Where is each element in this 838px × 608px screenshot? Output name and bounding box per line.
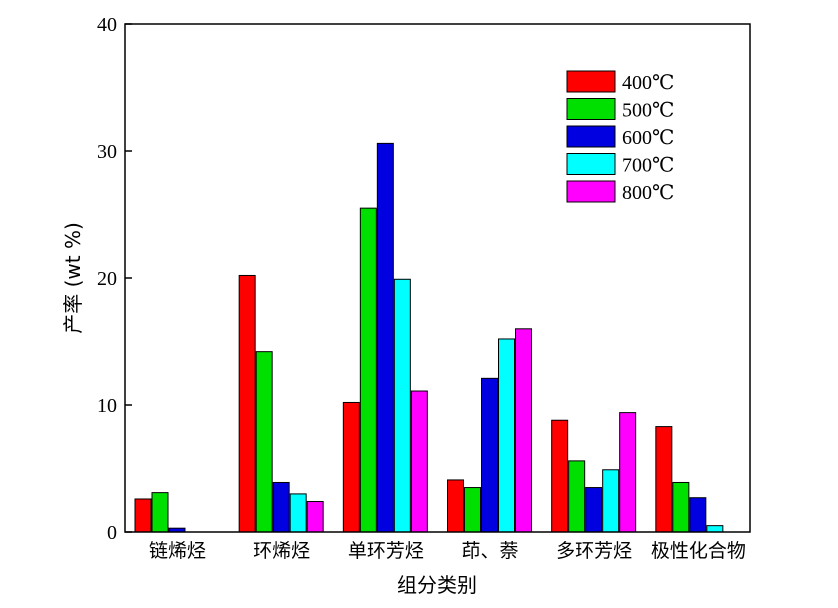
bar-1-4 [306,501,324,533]
bar-5-1 [672,481,690,533]
legend-swatch [566,70,616,93]
bar-5-3 [706,525,724,533]
legend-swatch [566,98,616,120]
y-axis: 0 10 20 30 40 [97,14,132,544]
y-tick-label: 20 [97,268,117,290]
x-tick-label: 环烯烃 [253,540,310,562]
bar-3-0 [447,479,464,533]
bar-1-2 [272,481,290,533]
bar-4-3 [602,469,620,533]
bar-2-4 [410,390,428,533]
bar-2-1 [359,207,377,533]
bar-2-0 [342,401,360,533]
legend: 400℃ 500℃ 600℃ 700℃ 800℃ [566,70,674,204]
legend-label: 600℃ [622,127,674,149]
bar-2-3 [393,278,411,533]
bar-4-0 [551,419,569,533]
legend-label: 400℃ [622,72,674,94]
x-tick-label: 多环芳烃 [556,540,632,562]
y-tick-label: 0 [107,522,117,544]
x-tick-label: 极性化合物 [651,540,746,562]
x-axis: 链烯烃 环烯烃 单环芳烃 茚、萘 多环芳烃 极性化合物 [149,540,746,562]
legend-label: 800℃ [622,182,674,204]
bar-1-3 [289,493,307,533]
bars-layer [134,142,724,533]
y-axis-title: 产率 (wt %) [61,222,85,334]
x-tick-label: 链烯烃 [149,540,206,562]
bar-3-1 [464,487,481,533]
bar-5-2 [689,497,707,533]
legend-swatch [566,180,616,203]
bar-4-2 [585,487,603,533]
bar-5-0 [655,426,673,533]
x-axis-title: 组分类别 [397,573,477,597]
bar-4-4 [619,412,637,533]
x-tick-label: 单环芳烃 [348,540,424,562]
legend-swatch [566,153,616,175]
y-tick-label: 30 [97,141,117,163]
bar-3-2 [481,377,498,533]
bar-3-4 [515,328,532,533]
bar-0-1 [151,492,169,533]
y-tick-label: 40 [97,14,117,36]
bar-3-3 [498,338,515,533]
bar-1-0 [238,274,256,533]
bar-1-1 [255,351,273,533]
bar-0-0 [134,498,152,533]
legend-label: 700℃ [622,155,674,177]
legend-swatch [566,125,616,148]
y-tick-label: 10 [97,395,117,417]
bar-2-2 [376,142,394,533]
bar-4-1 [568,460,586,533]
legend-label: 500℃ [622,100,674,122]
x-tick-label: 茚、萘 [461,540,518,562]
